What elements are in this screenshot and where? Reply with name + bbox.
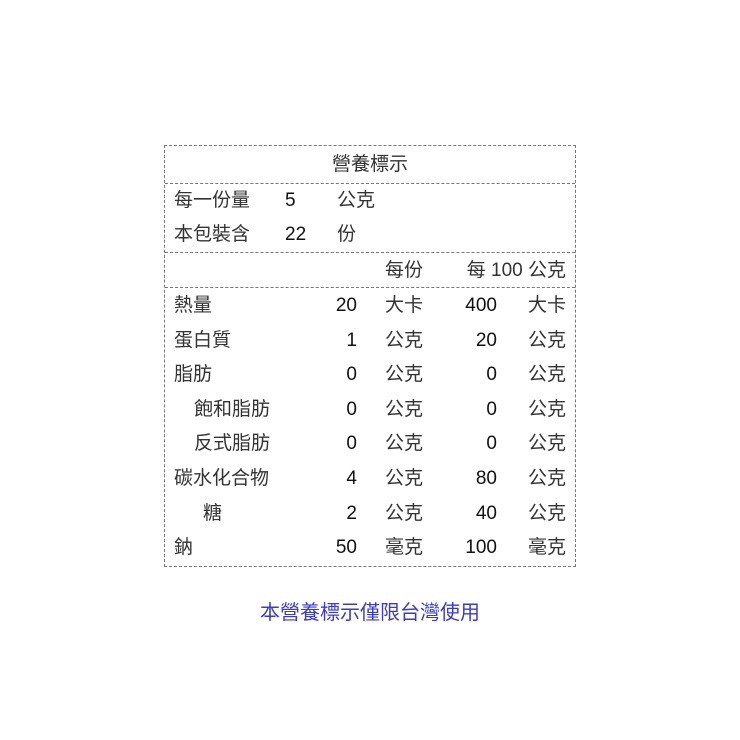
nutrient-name: 蛋白質 (174, 329, 232, 351)
per-serving-value: 0 (346, 433, 357, 455)
per-serving-unit: 公克 (385, 502, 424, 524)
per-serving-value: 0 (346, 364, 357, 386)
servings-per-package-unit: 份 (337, 224, 357, 245)
nutrient-name: 脂肪 (174, 364, 213, 386)
per-serving-unit: 公克 (385, 468, 424, 489)
per-100g-unit: 公克 (527, 398, 566, 420)
nutrient-name: 糖 (203, 502, 223, 524)
per-100g-unit: 公克 (527, 329, 566, 351)
nutrient-name: 飽和脂肪 (194, 398, 271, 420)
divider (165, 252, 575, 253)
nutrition-label: 營養標示 每一份量 5 公克 本包裝含 22 份 每份 每 100 公克 熱量 2… (164, 145, 576, 567)
per-serving-unit: 毫克 (385, 537, 424, 559)
per-100g-unit: 大卡 (527, 295, 566, 316)
per-serving-value: 2 (346, 502, 357, 524)
header-per-100g: 每 100 公克 (466, 260, 566, 281)
per-100g-value: 80 (475, 468, 497, 489)
nutrient-name: 碳水化合物 (174, 468, 270, 489)
per-100g-value: 40 (475, 502, 497, 524)
per-serving-unit: 大卡 (385, 295, 424, 316)
per-serving-value: 1 (346, 329, 357, 351)
per-100g-value: 20 (475, 329, 497, 351)
per-100g-unit: 公克 (527, 433, 566, 455)
serving-size-value: 5 (285, 190, 296, 211)
per-100g-unit: 公克 (527, 364, 566, 386)
per-100g-unit: 公克 (527, 502, 566, 524)
per-serving-value: 50 (335, 537, 357, 559)
nutrient-row: 鈉 50 毫克 100 毫克 (165, 531, 575, 566)
servings-per-package-value: 22 (285, 224, 307, 245)
per-serving-unit: 公克 (385, 398, 424, 420)
per-100g-value: 0 (486, 364, 497, 386)
per-serving-value: 4 (346, 468, 357, 489)
servings-per-package-label: 本包裝含 (174, 224, 251, 245)
label-title: 營養標示 (331, 154, 408, 175)
per-100g-value: 100 (465, 537, 497, 559)
divider (165, 183, 575, 184)
nutrient-row: 熱量 20 大卡 400 大卡 (165, 289, 575, 324)
per-100g-value: 0 (486, 398, 497, 420)
per-serving-unit: 公克 (385, 433, 424, 455)
per-100g-unit: 公克 (527, 468, 566, 489)
usage-note: 本營養標示僅限台灣使用 (260, 602, 480, 624)
nutrient-row: 糖 2 公克 40 公克 (165, 497, 575, 532)
nutrient-name: 反式脂肪 (194, 433, 271, 455)
per-serving-value: 0 (346, 398, 357, 420)
per-100g-value: 400 (465, 295, 497, 316)
serving-size-label: 每一份量 (174, 190, 251, 211)
nutrient-row: 脂肪 0 公克 0 公克 (165, 358, 575, 393)
header-per-serving: 每份 (385, 260, 424, 281)
nutrient-row: 飽和脂肪 0 公克 0 公克 (165, 393, 575, 428)
divider (165, 287, 575, 288)
serving-size-unit: 公克 (337, 190, 376, 211)
nutrient-name: 鈉 (174, 537, 194, 559)
per-serving-unit: 公克 (385, 329, 424, 351)
per-serving-value: 20 (335, 295, 357, 316)
nutrient-row: 蛋白質 1 公克 20 公克 (165, 324, 575, 359)
per-serving-unit: 公克 (385, 364, 424, 386)
per-100g-value: 0 (486, 433, 497, 455)
nutrient-row: 反式脂肪 0 公克 0 公克 (165, 427, 575, 462)
nutrient-row: 碳水化合物 4 公克 80 公克 (165, 462, 575, 497)
nutrient-name: 熱量 (174, 295, 213, 316)
per-100g-unit: 毫克 (527, 537, 566, 559)
